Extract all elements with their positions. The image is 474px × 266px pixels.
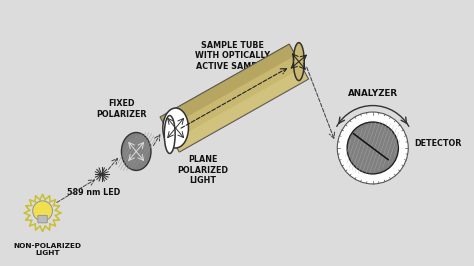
Circle shape [337, 112, 408, 184]
Text: 589 nm LED: 589 nm LED [67, 188, 120, 197]
Text: SAMPLE TUBE
WITH OPTICALLY
ACTIVE SAMPLE: SAMPLE TUBE WITH OPTICALLY ACTIVE SAMPLE [195, 41, 270, 70]
Ellipse shape [121, 132, 151, 171]
Polygon shape [160, 44, 295, 128]
Circle shape [347, 122, 398, 174]
Polygon shape [160, 44, 309, 152]
Polygon shape [173, 68, 309, 152]
FancyBboxPatch shape [38, 215, 47, 223]
Text: PLANE
POLARIZED
LIGHT: PLANE POLARIZED LIGHT [177, 155, 228, 185]
Ellipse shape [164, 115, 175, 153]
Circle shape [33, 201, 53, 221]
Text: FIXED
POLARIZER: FIXED POLARIZER [96, 99, 146, 119]
Text: DETECTOR: DETECTOR [414, 139, 462, 148]
Text: NON-POLARIZED
LIGHT: NON-POLARIZED LIGHT [14, 243, 82, 256]
Text: ANALYZER: ANALYZER [348, 89, 398, 98]
Ellipse shape [163, 108, 189, 148]
Ellipse shape [293, 43, 304, 81]
